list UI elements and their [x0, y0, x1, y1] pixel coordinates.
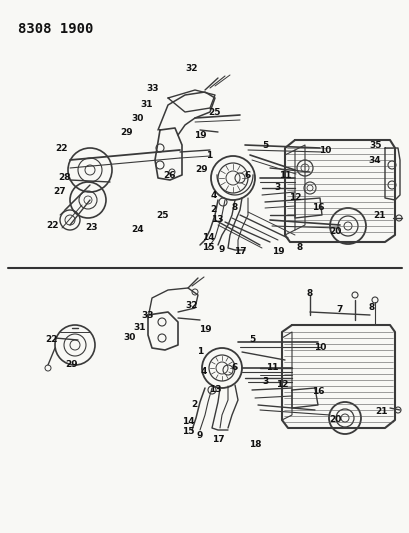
Text: 19: 19 [198, 326, 211, 335]
Text: 8: 8 [306, 288, 312, 297]
Text: 30: 30 [131, 114, 144, 123]
Text: 3: 3 [262, 377, 268, 386]
Text: 3: 3 [274, 183, 281, 192]
Text: 6: 6 [231, 364, 238, 373]
Text: 5: 5 [248, 335, 254, 344]
Text: 26: 26 [163, 171, 176, 180]
Text: 4: 4 [210, 191, 217, 200]
Text: 25: 25 [156, 211, 169, 220]
Text: 4: 4 [200, 367, 207, 376]
Text: 29: 29 [65, 360, 78, 369]
Text: 13: 13 [208, 385, 221, 394]
Text: 8: 8 [368, 303, 374, 312]
Text: 21: 21 [375, 408, 387, 416]
Text: 7: 7 [336, 305, 342, 314]
Text: 31: 31 [140, 100, 153, 109]
Text: 34: 34 [368, 156, 380, 165]
Text: 30: 30 [124, 334, 136, 343]
Text: 1: 1 [205, 150, 211, 159]
Text: 5: 5 [261, 141, 267, 149]
Text: 12: 12 [288, 193, 301, 203]
Text: 13: 13 [210, 215, 223, 224]
Text: 14: 14 [201, 233, 214, 243]
Text: 18: 18 [248, 440, 261, 449]
Text: 6: 6 [244, 171, 250, 180]
Text: 32: 32 [185, 63, 198, 72]
Text: 1: 1 [196, 348, 202, 357]
Text: 2: 2 [191, 400, 197, 409]
Text: 10: 10 [313, 343, 326, 352]
Text: 9: 9 [196, 432, 203, 440]
Text: 25: 25 [208, 108, 221, 117]
Text: 11: 11 [265, 364, 278, 373]
Text: 8: 8 [296, 244, 302, 253]
Text: 19: 19 [193, 131, 206, 140]
Text: 29: 29 [120, 127, 133, 136]
Text: 15: 15 [201, 244, 214, 253]
Text: 14: 14 [181, 417, 194, 426]
Text: 10: 10 [318, 146, 330, 155]
Text: 32: 32 [185, 301, 198, 310]
Text: 22: 22 [47, 221, 59, 230]
Text: 8308 1900: 8308 1900 [18, 22, 93, 36]
Text: 22: 22 [56, 143, 68, 152]
Text: 8: 8 [231, 204, 238, 213]
Text: 22: 22 [46, 335, 58, 344]
Text: 11: 11 [278, 171, 290, 180]
Text: 24: 24 [131, 225, 144, 235]
Text: 17: 17 [233, 247, 246, 256]
Text: 20: 20 [328, 228, 340, 237]
Text: 9: 9 [218, 246, 225, 254]
Text: 19: 19 [271, 247, 283, 256]
Text: 15: 15 [181, 427, 194, 437]
Text: 27: 27 [54, 188, 66, 197]
Text: 2: 2 [209, 206, 216, 214]
Text: 12: 12 [275, 381, 288, 390]
Text: 35: 35 [369, 141, 381, 149]
Text: 17: 17 [211, 435, 224, 445]
Text: 31: 31 [133, 324, 146, 333]
Text: 16: 16 [311, 387, 324, 397]
Text: 20: 20 [328, 416, 340, 424]
Text: 29: 29 [195, 166, 208, 174]
Text: 28: 28 [58, 174, 71, 182]
Text: 23: 23 [85, 223, 98, 232]
Text: 21: 21 [373, 211, 385, 220]
Text: 16: 16 [311, 204, 324, 213]
Text: 33: 33 [142, 311, 154, 319]
Text: 33: 33 [146, 84, 159, 93]
